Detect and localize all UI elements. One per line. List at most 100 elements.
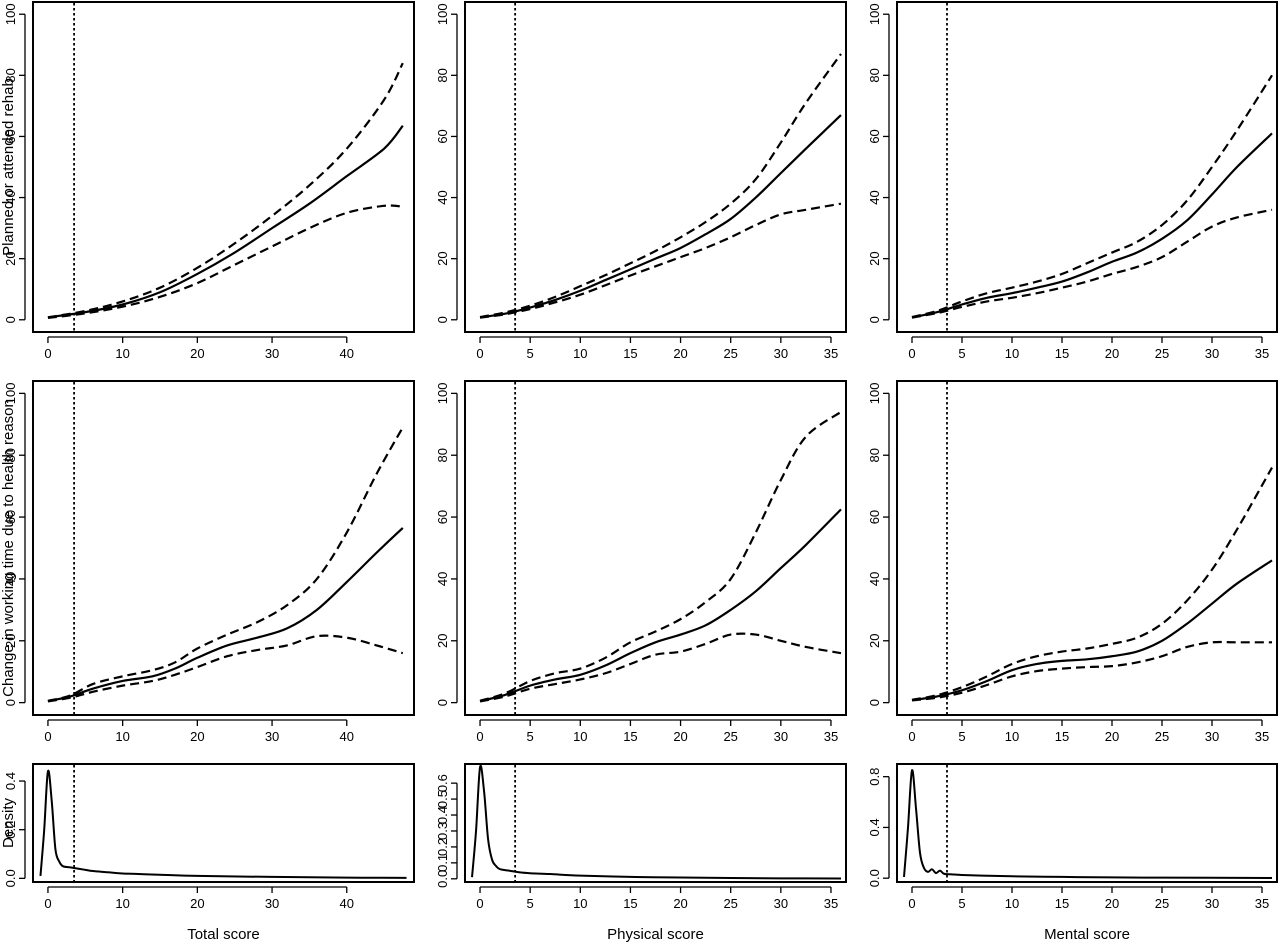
- series-estimate-top-total: [47, 125, 404, 319]
- x-axis-label-bottom-physical: Physical score: [607, 926, 704, 943]
- y-tick-label-bottom-physical-1: 0.1: [435, 854, 450, 872]
- y-tick-label-middle-physical-3: 60: [435, 510, 450, 524]
- x-axis-label-bottom-mental: Mental score: [1044, 926, 1130, 943]
- y-tick-label-middle-total-1: 20: [3, 634, 18, 648]
- series-lower-middle-total: [47, 634, 404, 703]
- y-tick-label-top-physical-3: 60: [435, 129, 450, 143]
- plot-frame-middle-physical: [464, 380, 847, 716]
- x-tick-label-middle-total-0: 0: [44, 729, 51, 744]
- plot-frame-top-mental: [896, 1, 1278, 333]
- y-tick-label-top-total-4: 80: [3, 68, 18, 82]
- x-tick-label-middle-physical-7: 35: [824, 729, 838, 744]
- x-tick-label-bottom-physical-3: 15: [623, 896, 637, 911]
- y-axis-label-middle-total: Change in working time due to health rea…: [0, 399, 17, 697]
- plot-frame-middle-mental: [896, 380, 1278, 716]
- series-density-bottom-physical: [471, 764, 841, 880]
- x-tick-label-middle-physical-5: 25: [723, 729, 737, 744]
- plot-frame-top-physical: [464, 1, 847, 333]
- x-tick-label-middle-mental-1: 5: [958, 729, 965, 744]
- y-tick-label-middle-total-5: 100: [3, 383, 18, 405]
- y-tick-label-middle-physical-4: 80: [435, 448, 450, 462]
- y-tick-label-bottom-total-2: 0.4: [3, 772, 18, 790]
- y-tick-label-top-mental-1: 20: [867, 251, 882, 265]
- x-tick-label-top-physical-2: 10: [573, 346, 587, 361]
- x-tick-label-top-physical-3: 15: [623, 346, 637, 361]
- x-tick-label-middle-mental-7: 35: [1255, 729, 1269, 744]
- y-tick-label-middle-physical-5: 100: [435, 383, 450, 405]
- x-axis-label-bottom-total: Total score: [187, 926, 260, 943]
- series-upper-top-mental: [911, 74, 1273, 319]
- x-tick-label-middle-mental-5: 25: [1155, 729, 1169, 744]
- y-tick-label-top-total-3: 60: [3, 129, 18, 143]
- y-tick-label-bottom-total-1: 0.2: [3, 821, 18, 839]
- series-estimate-top-physical: [479, 114, 842, 319]
- x-tick-label-middle-mental-0: 0: [908, 729, 915, 744]
- x-tick-label-top-physical-0: 0: [476, 346, 483, 361]
- x-tick-label-middle-mental-6: 30: [1205, 729, 1219, 744]
- y-tick-label-top-total-0: 0: [3, 316, 18, 323]
- series-upper-middle-mental: [911, 467, 1273, 701]
- panel-bottom-mental: 0 5 10 15 20 25 30 35 0.0 0.4 0.8 Mental score: [867, 763, 1278, 943]
- x-tick-label-top-total-4: 40: [340, 346, 354, 361]
- y-tick-label-top-mental-4: 80: [867, 68, 882, 82]
- x-tick-label-top-total-1: 10: [115, 346, 129, 361]
- y-tick-label-top-total-5: 100: [3, 3, 18, 25]
- y-tick-label-middle-total-0: 0: [3, 699, 18, 706]
- x-tick-label-bottom-physical-1: 5: [527, 896, 534, 911]
- x-tick-label-top-mental-2: 10: [1005, 346, 1019, 361]
- x-tick-label-middle-total-2: 20: [190, 729, 204, 744]
- x-tick-label-bottom-mental-7: 35: [1255, 896, 1269, 911]
- x-tick-label-top-total-2: 20: [190, 346, 204, 361]
- series-upper-top-total: [47, 62, 404, 319]
- panel-middle-mental: 0 5 10 15 20 25 30 35 0 20 40 60 80 100: [867, 380, 1278, 744]
- x-tick-label-bottom-total-3: 30: [265, 896, 279, 911]
- y-tick-label-middle-mental-2: 40: [867, 572, 882, 586]
- y-tick-label-bottom-physical-6: 0.6: [435, 774, 450, 792]
- series-estimate-middle-total: [47, 527, 404, 703]
- y-tick-label-middle-mental-5: 100: [867, 383, 882, 405]
- x-tick-label-top-mental-7: 35: [1255, 346, 1269, 361]
- x-tick-label-middle-total-4: 40: [340, 729, 354, 744]
- panel-top-total: 0 10 20 30 40 0 20 40 60 80 100 Planned or attended…: [0, 1, 415, 361]
- x-tick-label-bottom-physical-6: 30: [774, 896, 788, 911]
- x-tick-label-top-physical-1: 5: [527, 346, 534, 361]
- y-tick-label-middle-mental-4: 80: [867, 448, 882, 462]
- panel-top-physical: 0 5 10 15 20 25 30 35 0 20 40 60 80 100: [435, 1, 847, 361]
- x-tick-label-bottom-mental-5: 25: [1155, 896, 1169, 911]
- series-lower-top-physical: [479, 202, 842, 319]
- y-tick-label-bottom-total-0: 0.0: [3, 869, 18, 887]
- series-estimate-middle-mental: [911, 559, 1273, 702]
- y-tick-label-top-total-2: 40: [3, 190, 18, 204]
- y-tick-label-top-physical-0: 0: [435, 316, 450, 323]
- y-tick-label-top-mental-0: 0: [867, 316, 882, 323]
- x-tick-label-top-physical-6: 30: [774, 346, 788, 361]
- y-tick-label-top-mental-5: 100: [867, 3, 882, 25]
- plot-frame-top-total: [32, 1, 415, 333]
- y-tick-label-top-mental-2: 40: [867, 190, 882, 204]
- x-tick-label-middle-total-3: 30: [265, 729, 279, 744]
- y-tick-label-middle-physical-2: 40: [435, 572, 450, 586]
- x-tick-label-middle-physical-3: 15: [623, 729, 637, 744]
- x-tick-label-middle-total-1: 10: [115, 729, 129, 744]
- series-lower-middle-physical: [479, 632, 842, 703]
- x-tick-label-bottom-mental-6: 30: [1205, 896, 1219, 911]
- y-tick-label-middle-mental-0: 0: [867, 699, 882, 706]
- panel-bottom-total: 0 10 20 30 40 0.0 0.2 0.4 Total score Density: [0, 763, 415, 943]
- y-tick-label-middle-total-2: 40: [3, 572, 18, 586]
- x-tick-label-bottom-total-2: 20: [190, 896, 204, 911]
- plot-frame-bottom-mental: [896, 763, 1278, 883]
- series-lower-top-total: [47, 204, 403, 320]
- x-tick-label-bottom-mental-3: 15: [1055, 896, 1069, 911]
- x-tick-label-bottom-total-0: 0: [44, 896, 51, 911]
- y-tick-label-bottom-physical-2: 0.2: [435, 838, 450, 856]
- x-tick-label-bottom-physical-0: 0: [476, 896, 483, 911]
- x-tick-label-top-mental-4: 20: [1105, 346, 1119, 361]
- x-tick-label-bottom-physical-4: 20: [673, 896, 687, 911]
- y-tick-label-bottom-mental-0: 0.0: [867, 869, 882, 887]
- series-density-bottom-mental: [903, 769, 1273, 879]
- x-tick-label-bottom-mental-4: 20: [1105, 896, 1119, 911]
- x-tick-label-top-mental-1: 5: [958, 346, 965, 361]
- x-tick-label-top-physical-4: 20: [673, 346, 687, 361]
- y-tick-label-middle-total-4: 80: [3, 448, 18, 462]
